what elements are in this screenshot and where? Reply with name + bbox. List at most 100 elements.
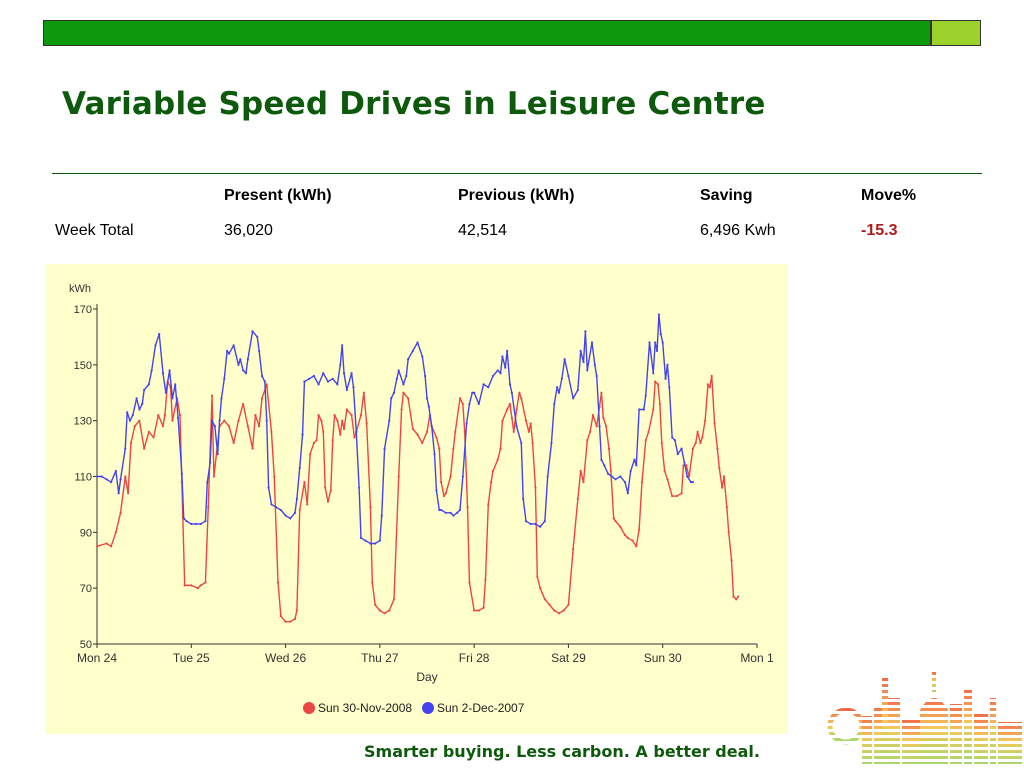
- series-point-1: [383, 447, 386, 450]
- series-point-1: [110, 480, 113, 484]
- series-point-0: [536, 575, 539, 579]
- series-point-0: [539, 587, 542, 590]
- series-point-1: [522, 497, 525, 500]
- series-point-1: [691, 480, 694, 484]
- series-point-0: [466, 506, 469, 509]
- series-point-0: [270, 430, 273, 433]
- series-point-1: [378, 539, 381, 542]
- series-point-0: [442, 494, 446, 498]
- series-point-1: [352, 386, 355, 389]
- series-point-1: [100, 475, 103, 478]
- series-point-0: [595, 425, 598, 428]
- series-point-1: [150, 369, 153, 372]
- series-point-1: [487, 386, 490, 389]
- series-point-0: [105, 542, 108, 545]
- series-point-1: [402, 383, 405, 386]
- series-point-1: [680, 447, 683, 450]
- series-point-0: [400, 408, 403, 411]
- series-point-0: [477, 609, 480, 612]
- series-point-0: [133, 425, 136, 428]
- series-point-0: [710, 374, 713, 378]
- series-point-1: [614, 478, 617, 481]
- series-point-1: [143, 388, 146, 392]
- series-point-1: [629, 469, 632, 473]
- y-tick-label: 150: [74, 360, 92, 372]
- series-point-1: [471, 391, 474, 394]
- series-point-0: [499, 447, 502, 450]
- series-point-0: [237, 419, 240, 422]
- series-point-1: [510, 391, 513, 394]
- series-point-1: [586, 369, 589, 372]
- series-point-0: [647, 430, 650, 433]
- y-tick-label: 50: [80, 639, 92, 651]
- series-point-1: [501, 355, 504, 358]
- series-point-0: [605, 425, 608, 428]
- series-point-0: [223, 419, 226, 422]
- series-point-1: [572, 397, 575, 400]
- series-point-1: [359, 536, 363, 540]
- series-point-0: [579, 469, 582, 473]
- series-point-0: [735, 598, 738, 601]
- series-point-1: [623, 480, 627, 484]
- legend-label-1: Sun 2-Dec-2007: [437, 701, 525, 715]
- legend-label-0: Sun 30-Nov-2008: [318, 701, 412, 715]
- series-point-1: [213, 425, 216, 428]
- series-point-0: [143, 447, 146, 450]
- series-point-0: [635, 545, 638, 548]
- series-point-0: [303, 480, 306, 484]
- series-point-0: [607, 447, 611, 450]
- series-point-1: [331, 377, 334, 380]
- series-point-1: [456, 511, 459, 514]
- series-point-0: [619, 525, 622, 528]
- series-point-0: [654, 380, 657, 383]
- series-point-1: [689, 480, 693, 484]
- series-point-0: [508, 402, 512, 406]
- series-point-0: [425, 430, 429, 433]
- series-point-0: [178, 413, 182, 417]
- series-point-1: [600, 458, 603, 461]
- series-point-0: [171, 419, 174, 422]
- series-point-0: [487, 503, 490, 506]
- series-point-1: [206, 480, 209, 484]
- series-point-0: [675, 494, 678, 498]
- series-point-0: [718, 467, 721, 470]
- series-point-0: [129, 441, 133, 445]
- series-point-1: [654, 341, 657, 344]
- series-point-0: [449, 475, 452, 478]
- series-point-1: [668, 386, 671, 389]
- series-point-0: [591, 413, 595, 417]
- series-point-0: [515, 408, 518, 411]
- series-point-1: [154, 344, 157, 347]
- x-tick-label: Sat 29: [551, 651, 586, 665]
- series-point-0: [326, 500, 330, 503]
- series-point-0: [708, 386, 711, 389]
- series-point-0: [531, 441, 534, 445]
- series-point-1: [673, 439, 677, 442]
- series-point-0: [510, 416, 513, 419]
- series-point-1: [237, 363, 240, 366]
- series-point-1: [141, 402, 144, 406]
- series-point-0: [701, 436, 704, 439]
- series-point-1: [657, 313, 661, 316]
- series-point-0: [694, 441, 697, 445]
- series-point-0: [696, 430, 699, 433]
- series-point-1: [232, 344, 235, 347]
- series-point-0: [157, 413, 160, 417]
- series-point-1: [534, 522, 537, 526]
- series-point-0: [506, 408, 509, 411]
- series-point-0: [435, 436, 438, 439]
- series-point-1: [579, 349, 582, 352]
- series-point-0: [207, 506, 210, 509]
- series-point-1: [556, 386, 559, 389]
- series-point-0: [461, 402, 464, 406]
- header-accent-block: [930, 21, 980, 45]
- series-point-1: [185, 520, 188, 523]
- series-point-1: [226, 349, 229, 352]
- series-point-0: [284, 620, 287, 623]
- series-point-1: [433, 453, 436, 456]
- series-point-1: [258, 349, 261, 352]
- series-point-0: [127, 492, 130, 495]
- series-point-1: [411, 349, 414, 352]
- series-point-1: [119, 478, 122, 481]
- x-tick-label: Wed 26: [265, 651, 306, 665]
